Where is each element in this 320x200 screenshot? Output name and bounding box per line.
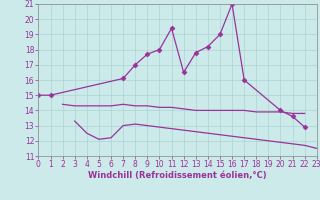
X-axis label: Windchill (Refroidissement éolien,°C): Windchill (Refroidissement éolien,°C) [88, 171, 267, 180]
